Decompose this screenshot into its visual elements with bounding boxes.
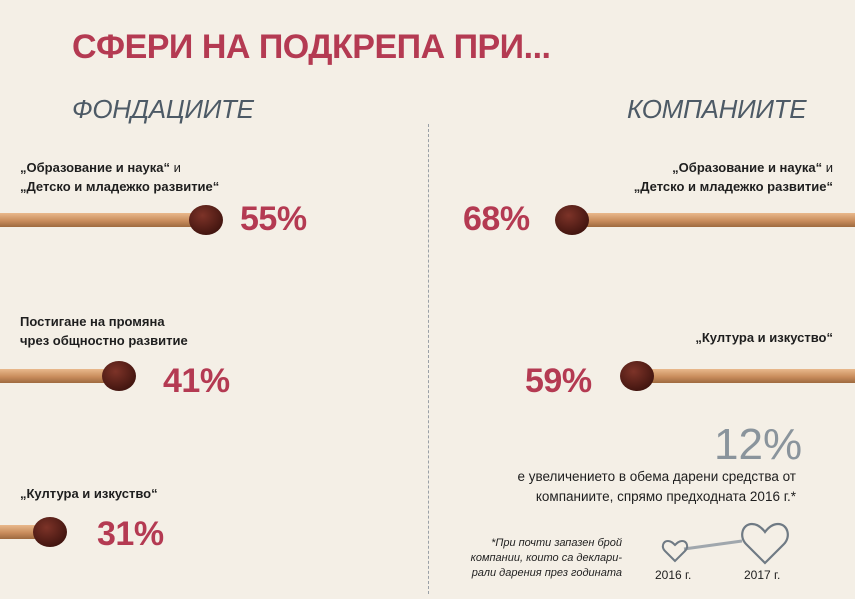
companies-bar-2	[620, 361, 855, 391]
foundations-heading: ФОНДАЦИИТЕ	[72, 94, 254, 124]
foundations-item-2-label: Постигане на промяна чрез общностно разв…	[20, 314, 188, 348]
companies-item-1-label: „Образование и наука“ и „Детско и младеж…	[633, 160, 833, 194]
foundations-item-3-label: „Култура и изкуство“	[20, 486, 158, 501]
increase-description: е увеличението в обема дарени средства о…	[517, 469, 796, 504]
heart-connector-line	[683, 539, 743, 551]
companies-item-2-percent: 59%	[525, 362, 592, 400]
foundations-bar-2	[0, 361, 136, 391]
foundations-bar-1	[0, 205, 223, 235]
companies-heading: КОМПАНИИТЕ	[627, 94, 807, 124]
page-title: СФЕРИ НА ПОДКРЕПА ПРИ...	[72, 28, 551, 66]
companies-item-2-label: „Култура и изкуство“	[695, 330, 833, 345]
year-from-label: 2016 г.	[655, 568, 692, 582]
foundations-item-2-percent: 41%	[163, 362, 230, 400]
companies-bar-1	[555, 205, 855, 235]
heart-large-icon	[741, 522, 789, 565]
increase-value: 12%	[714, 420, 803, 469]
foundations-item-1-label: „Образование и наука“ и „Детско и младеж…	[20, 160, 220, 194]
column-divider	[428, 124, 429, 594]
increase-footnote: *При почти запазен брой компании, които …	[470, 537, 622, 579]
foundations-item-3-percent: 31%	[97, 515, 164, 553]
companies-item-1-percent: 68%	[463, 200, 530, 238]
heart-small-icon	[661, 539, 689, 563]
foundations-item-1-percent: 55%	[240, 200, 307, 238]
foundations-bar-3	[0, 517, 67, 547]
year-to-label: 2017 г.	[744, 568, 781, 582]
